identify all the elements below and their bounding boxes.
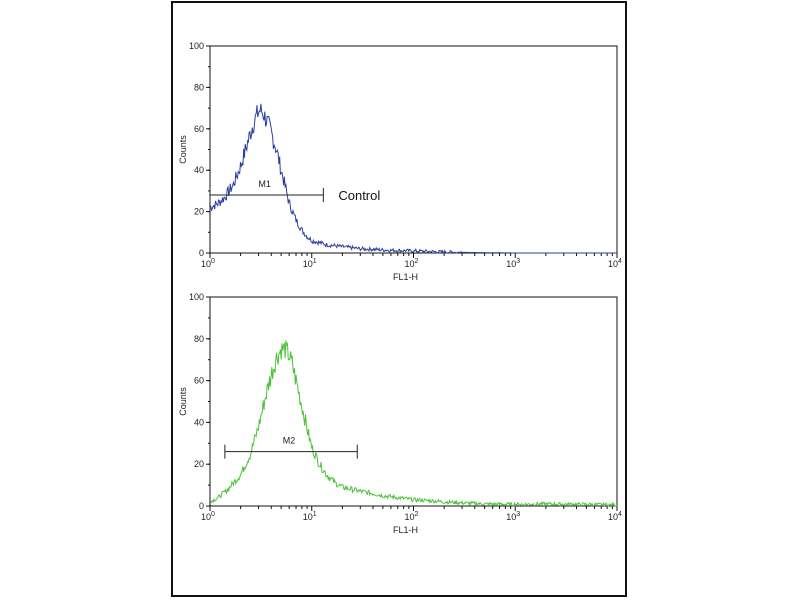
histogram-panel-1: 0 20 40 60 80 100 100 101 102 103 104 FL1-H Counts M1… — [178, 41, 622, 282]
x-tick-label: 104 — [608, 511, 622, 522]
y-tick-label: 0 — [199, 248, 204, 258]
y-tick-label: 80 — [194, 334, 204, 344]
y-tick-label: 60 — [194, 124, 204, 134]
x-tick-label: 101 — [303, 258, 317, 269]
marker-label: M2 — [283, 436, 296, 446]
x-tick-label: 104 — [608, 258, 622, 269]
x-tick-label: 102 — [405, 258, 419, 269]
histogram-line — [210, 340, 618, 508]
plot-area-frame — [209, 45, 618, 254]
histogram-line — [209, 103, 617, 254]
y-tick-label: 100 — [189, 41, 204, 51]
x-tick-label: 102 — [405, 511, 419, 522]
y-tick-label: 40 — [194, 417, 204, 427]
y-tick-label: 40 — [194, 165, 204, 175]
y-tick-label: 0 — [199, 501, 204, 511]
y-axis-title: Counts — [178, 135, 188, 164]
x-tick-label: 100 — [201, 258, 215, 269]
histogram-panel-2: 0 20 40 60 80 100 100 101 102 103 104 FL1-H Counts M2 — [178, 292, 622, 535]
annotation-label: Control — [338, 188, 380, 203]
y-tick-label: 20 — [194, 459, 204, 469]
x-tick-label: 101 — [303, 511, 317, 522]
x-tick-label: 103 — [506, 511, 520, 522]
y-tick-label: 100 — [189, 292, 204, 302]
x-tick-label: 100 — [201, 511, 215, 522]
y-tick-label: 20 — [194, 207, 204, 217]
y-tick-label: 80 — [194, 82, 204, 92]
y-tick-label: 60 — [194, 376, 204, 386]
plot-area-frame — [209, 296, 618, 507]
y-axis-title: Counts — [178, 387, 188, 416]
x-axis-title: FL1-H — [393, 272, 418, 282]
x-tick-label: 103 — [506, 258, 520, 269]
x-axis-title: FL1-H — [393, 525, 418, 535]
marker-label: M1 — [258, 179, 271, 189]
